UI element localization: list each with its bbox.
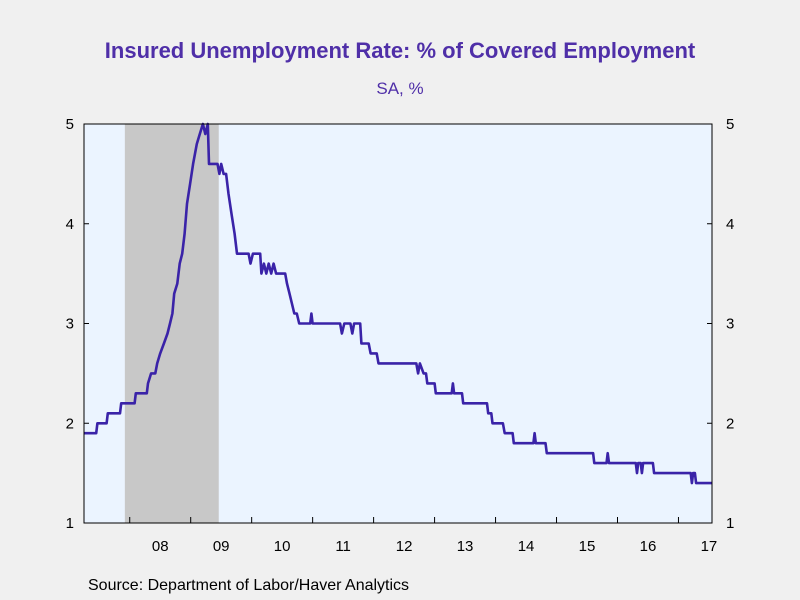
x-tick-label: 08 <box>152 538 169 555</box>
x-tick-label: 10 <box>274 538 291 555</box>
recession-shading-layer <box>124 124 219 523</box>
x-tick-label: 09 <box>213 538 230 555</box>
recession-band <box>124 124 219 523</box>
x-tick-label: 16 <box>640 538 657 555</box>
y-tick-label-right: 5 <box>726 116 734 133</box>
x-tick-label: 11 <box>335 538 351 555</box>
chart-subtitle: SA, % <box>376 79 424 98</box>
y-tick-label-left: 3 <box>66 316 74 333</box>
x-tick-label: 14 <box>518 538 535 555</box>
series-layer <box>84 122 712 485</box>
y-tick-label-right: 2 <box>726 415 734 432</box>
y-tick-label-right: 3 <box>726 316 734 333</box>
x-tick-label: 15 <box>579 538 596 555</box>
y-tick-label-right: 4 <box>726 216 734 233</box>
y-tick-label-left: 2 <box>66 415 74 432</box>
y-tick-label-left: 4 <box>66 216 74 233</box>
y-tick-label-left: 5 <box>66 116 74 133</box>
axes-layer: 1 12 23 34 45 508 09 10 11 12 13 14 15 16 17 <box>66 116 735 555</box>
series-line <box>84 122 712 485</box>
source-note: Source: Department of Labor/Haver Analyt… <box>88 577 410 594</box>
x-tick-label: 13 <box>457 538 474 555</box>
y-tick-label-left: 1 <box>66 515 74 532</box>
x-tick-label: 12 <box>396 538 413 555</box>
chart-title: Insured Unemployment Rate: % of Covered … <box>104 38 696 63</box>
y-tick-label-right: 1 <box>726 515 734 532</box>
x-tick-label: 17 <box>701 538 718 555</box>
